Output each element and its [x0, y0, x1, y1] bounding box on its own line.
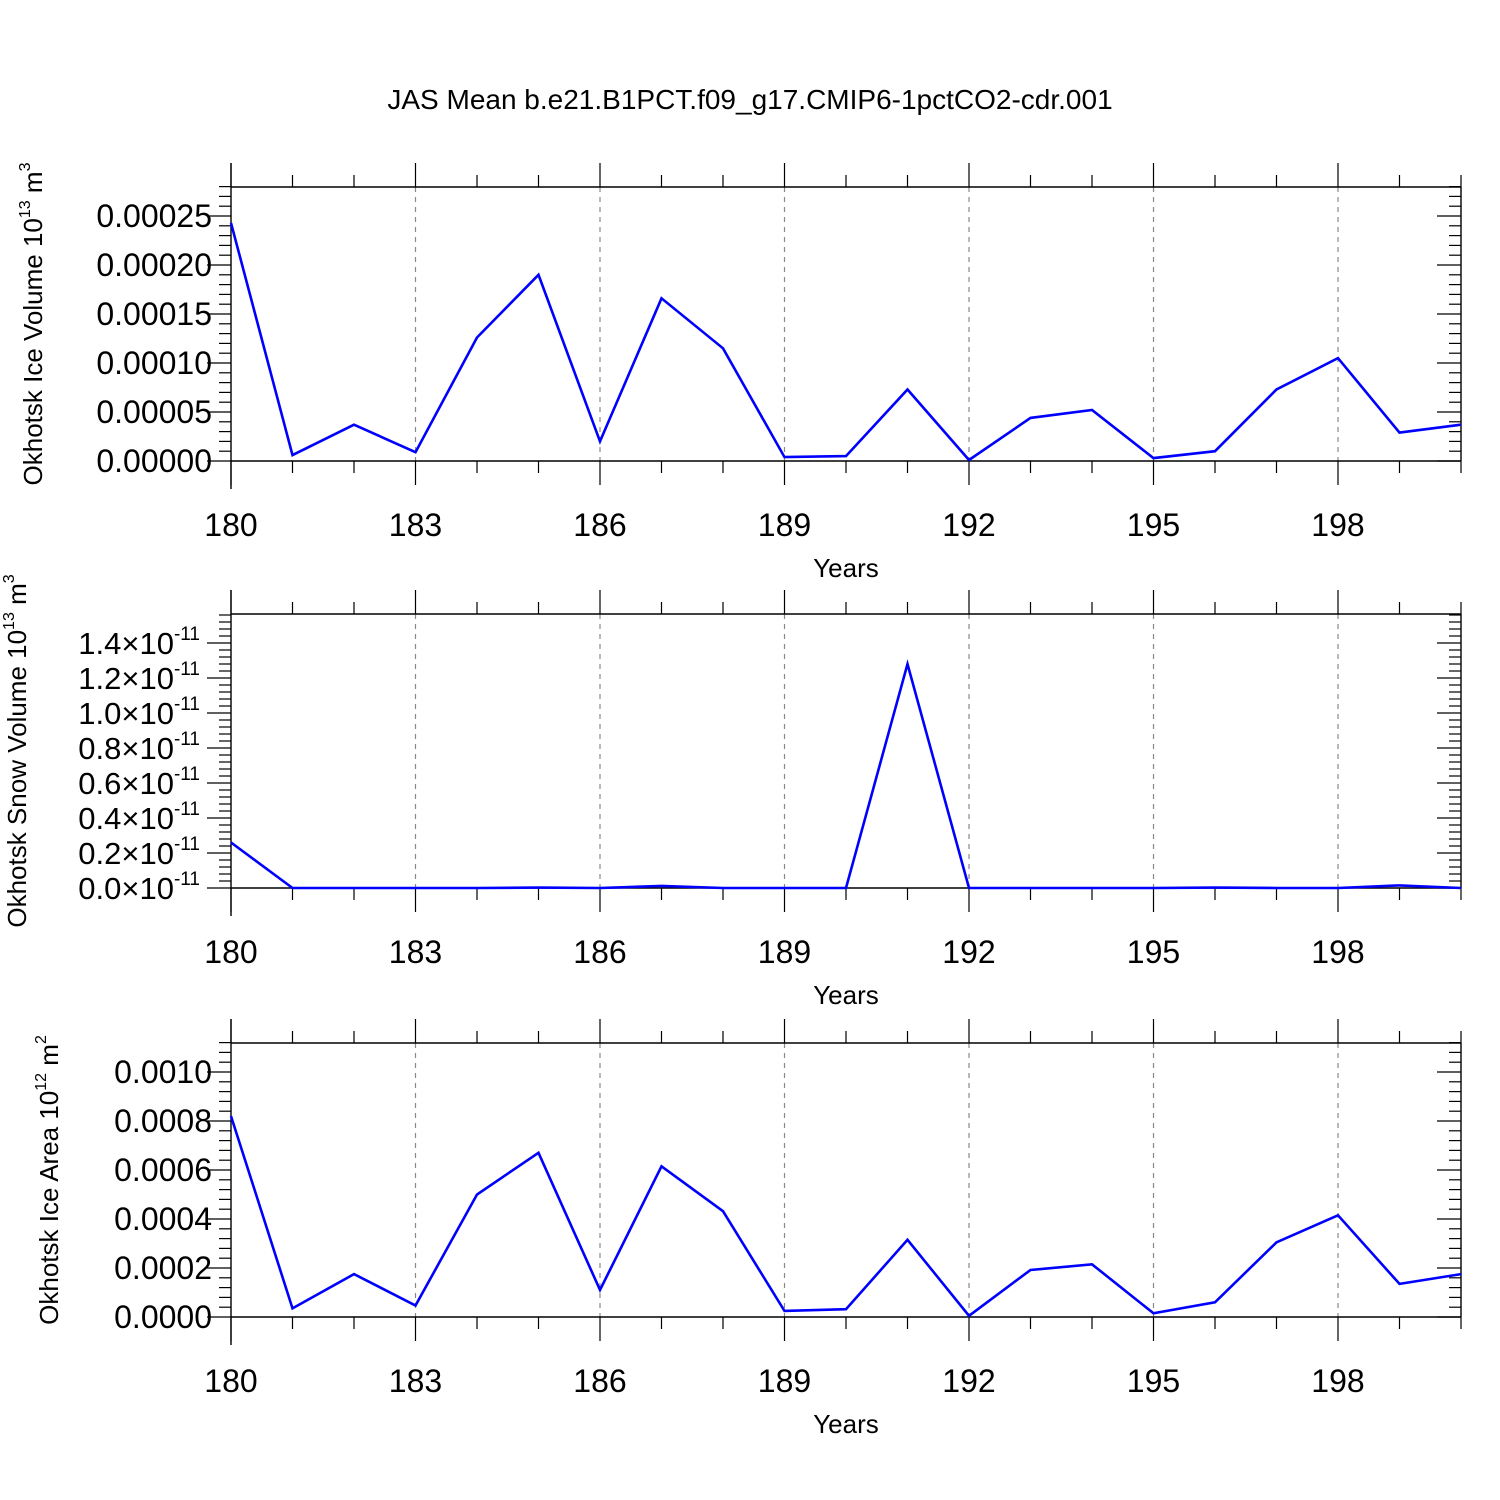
y-tick-label: 0.0000 — [114, 1299, 212, 1335]
x-tick-label: 192 — [942, 934, 995, 970]
x-tick-label: 183 — [389, 934, 442, 970]
x-tick-label: 192 — [942, 1363, 995, 1399]
x-tick-label: 195 — [1127, 507, 1180, 543]
x-tick-label: 189 — [758, 1363, 811, 1399]
x-tick-label: 180 — [204, 507, 257, 543]
x-tick-label: 195 — [1127, 934, 1180, 970]
y-tick-label: 1.2×10-11 — [78, 659, 200, 696]
y-tick-label: 0.0006 — [114, 1152, 212, 1188]
y-tick-label: 0.00015 — [96, 296, 212, 332]
y-tick-label: 0.6×10-11 — [78, 764, 200, 801]
y-tick-label: 0.00020 — [96, 247, 212, 283]
x-tick-label: 183 — [389, 1363, 442, 1399]
panel-3: 180 183 186 189 192 195 198 Years 0.0000 0.0002 0.… — [33, 1019, 1462, 1439]
y-tick-label: 0.00005 — [96, 394, 212, 430]
y-axis-label: Okhotsk Snow Volume 1013 m3 — [1, 574, 32, 927]
y-tick-label: 1.0×10-11 — [78, 694, 200, 731]
x-tick-label: 198 — [1311, 934, 1364, 970]
y-tick-label: 0.0010 — [114, 1054, 212, 1090]
panel-2: 180 183 186 189 192 195 198 Years 0.0×10-110.2×1… — [1, 574, 1462, 1010]
x-axis-label: Years — [813, 553, 879, 583]
y-tick-label: 0.00025 — [96, 198, 212, 234]
y-axis-label: Okhotsk Ice Volume 1013 m3 — [17, 162, 48, 485]
x-tick-label: 189 — [758, 507, 811, 543]
x-tick-label: 186 — [573, 507, 626, 543]
y-tick-label: 0.0×10-11 — [78, 869, 200, 906]
y-tick-label: 0.8×10-11 — [78, 729, 200, 766]
y-tick-label: 0.00000 — [96, 443, 212, 479]
x-axis-label: Years — [813, 980, 879, 1010]
y-tick-label: 0.0002 — [114, 1250, 212, 1286]
y-axis-label: Okhotsk Ice Area 1012 m2 — [33, 1035, 64, 1325]
y-tick-label: 0.00010 — [96, 345, 212, 381]
y-tick-label: 1.4×10-11 — [78, 624, 200, 661]
x-tick-label: 195 — [1127, 1363, 1180, 1399]
x-tick-label: 198 — [1311, 1363, 1364, 1399]
x-tick-label: 183 — [389, 507, 442, 543]
x-tick-label: 198 — [1311, 507, 1364, 543]
panel-1: 180 183 186 189 192 195 198 Years 0.00000 0.00005… — [17, 162, 1462, 583]
x-tick-label: 180 — [204, 934, 257, 970]
y-tick-label: 0.0008 — [114, 1103, 212, 1139]
y-tick-label: 0.4×10-11 — [78, 799, 200, 836]
y-tick-label: 0.0004 — [114, 1201, 212, 1237]
x-tick-label: 180 — [204, 1363, 257, 1399]
x-tick-label: 186 — [573, 1363, 626, 1399]
x-tick-label: 192 — [942, 507, 995, 543]
x-tick-label: 189 — [758, 934, 811, 970]
page-title: JAS Mean b.e21.B1PCT.f09_g17.CMIP6-1pctC… — [387, 84, 1113, 115]
x-axis-label: Years — [813, 1409, 879, 1439]
x-tick-label: 186 — [573, 934, 626, 970]
y-tick-label: 0.2×10-11 — [78, 834, 200, 871]
